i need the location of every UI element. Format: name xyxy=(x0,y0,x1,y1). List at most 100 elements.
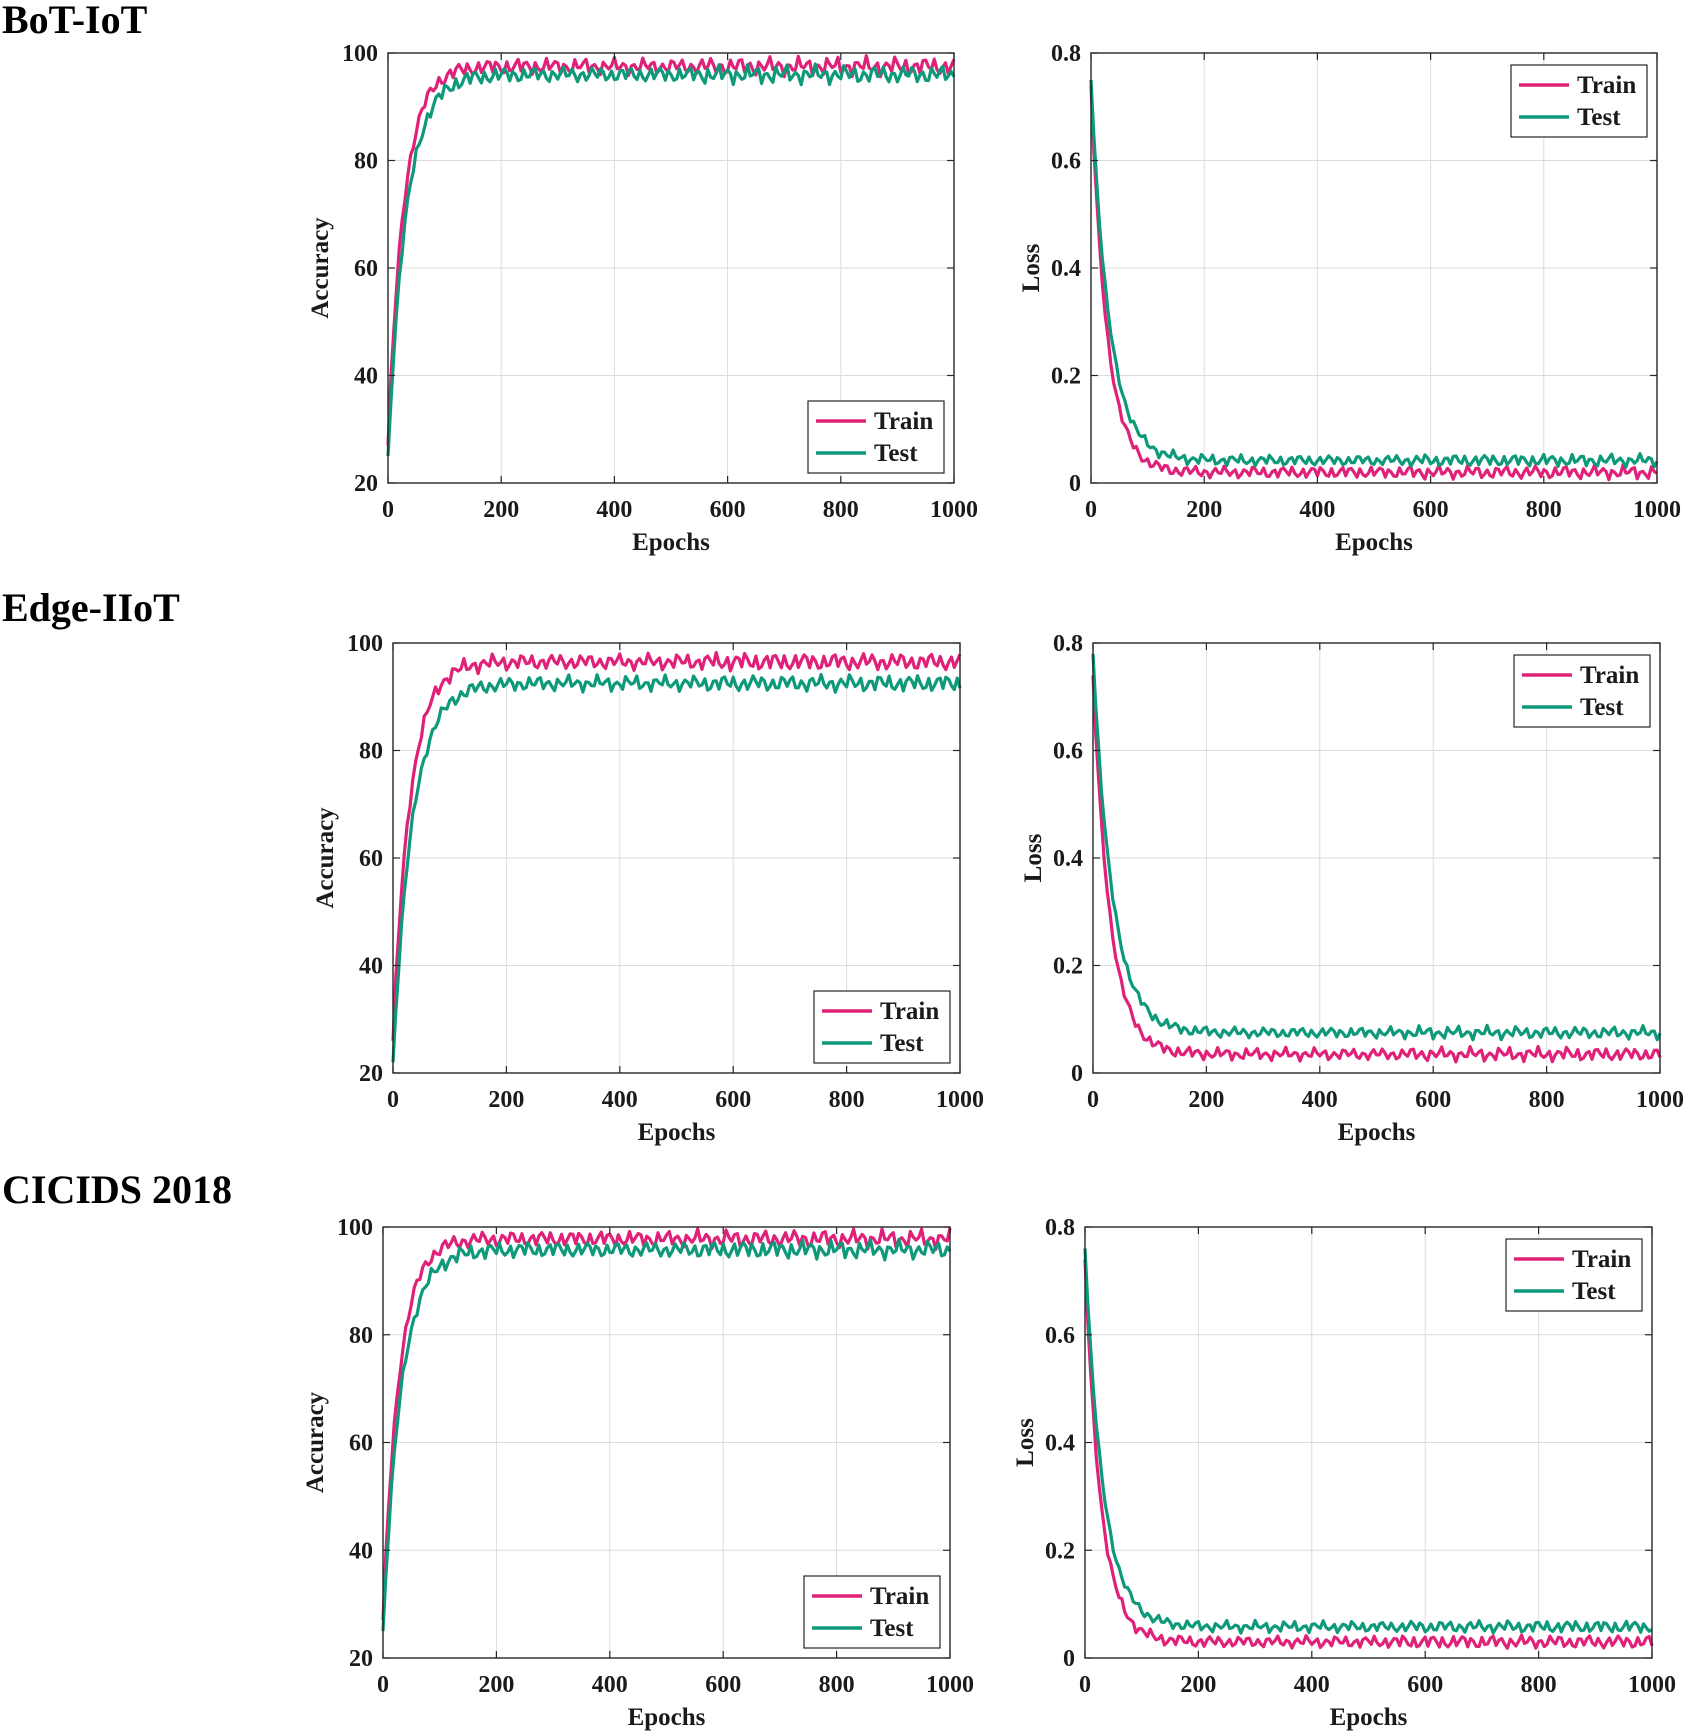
series-line-test xyxy=(1091,653,1662,1042)
legend: Train Test xyxy=(1510,64,1648,138)
x-tick-label: 0 xyxy=(382,497,394,523)
y-tick-label: 100 xyxy=(342,41,378,67)
y-axis-label: Loss xyxy=(1020,833,1047,882)
legend-box xyxy=(803,1575,941,1649)
series-line-test xyxy=(381,1237,952,1632)
legend-label-test: Test xyxy=(870,1615,914,1642)
legend-label-train: Train xyxy=(870,1583,929,1610)
y-tick-label: 0 xyxy=(1071,1061,1083,1087)
legend-label-test: Test xyxy=(1572,1278,1616,1305)
series-line-test xyxy=(391,673,962,1063)
chart-cicids-2018-loss: 0 200 400 600 800 1000 0 0.2 0.4 0.6 0.8 Epochs Loss… xyxy=(1012,1215,1676,1731)
x-tick-label: 200 xyxy=(1180,1672,1216,1698)
x-tick-label: 1000 xyxy=(1633,497,1681,523)
x-tick-label: 600 xyxy=(705,1672,741,1698)
series-line-train xyxy=(1091,675,1662,1064)
legend-box xyxy=(1505,1238,1643,1312)
legend-box xyxy=(1510,64,1648,138)
legend-label-test: Test xyxy=(1580,694,1624,721)
x-tick-label: 800 xyxy=(829,1087,865,1113)
y-tick-label: 0 xyxy=(1063,1646,1075,1672)
y-axis-label: Accuracy xyxy=(302,1391,329,1493)
legend-box xyxy=(813,990,951,1064)
y-tick-label: 80 xyxy=(359,739,383,765)
series-line-train xyxy=(1089,85,1658,482)
y-tick-label: 80 xyxy=(349,1323,373,1349)
legend-label-test: Test xyxy=(880,1030,924,1057)
legend: Train Test xyxy=(803,1575,941,1649)
series-line-train xyxy=(1083,1259,1654,1650)
x-tick-label: 800 xyxy=(1529,1087,1565,1113)
y-tick-label: 40 xyxy=(354,364,378,390)
y-tick-label: 40 xyxy=(349,1538,373,1564)
section-title-cicids-2018: CICIDS 2018 xyxy=(2,1167,233,1212)
chart-edge-iiot-loss: 0 200 400 600 800 1000 0 0.2 0.4 0.6 0.8 Epochs Loss… xyxy=(1020,631,1684,1146)
x-tick-label: 1000 xyxy=(930,497,978,523)
x-tick-label: 200 xyxy=(478,1672,514,1698)
x-axis-label: Epochs xyxy=(628,1704,706,1731)
y-tick-label: 0.6 xyxy=(1053,739,1083,765)
legend-label-train: Train xyxy=(1577,72,1636,99)
x-tick-label: 200 xyxy=(1186,497,1222,523)
y-tick-label: 60 xyxy=(349,1431,373,1457)
x-tick-label: 200 xyxy=(488,1087,524,1113)
series-line-test xyxy=(1089,79,1659,469)
legend-label-train: Train xyxy=(880,998,939,1025)
legend-label-train: Train xyxy=(1580,662,1639,689)
x-tick-label: 0 xyxy=(1085,497,1097,523)
y-tick-label: 20 xyxy=(359,1061,383,1087)
x-tick-label: 400 xyxy=(592,1672,628,1698)
x-tick-label: 600 xyxy=(1415,1087,1451,1113)
series-line-train xyxy=(391,651,962,1041)
legend: Train Test xyxy=(1505,1238,1643,1312)
x-axis-label: Epochs xyxy=(1338,1119,1416,1146)
x-tick-label: 800 xyxy=(819,1672,855,1698)
x-tick-label: 400 xyxy=(1294,1672,1330,1698)
y-tick-label: 40 xyxy=(359,954,383,980)
series-line-test xyxy=(386,62,956,457)
x-tick-label: 1000 xyxy=(1636,1087,1684,1113)
y-tick-label: 0 xyxy=(1069,471,1081,497)
x-tick-label: 600 xyxy=(710,497,746,523)
section-title-edge-iiot: Edge-IIoT xyxy=(2,585,180,630)
series-line-train xyxy=(386,54,956,446)
y-tick-label: 0.2 xyxy=(1053,954,1083,980)
x-tick-label: 400 xyxy=(596,497,632,523)
x-tick-label: 800 xyxy=(1521,1672,1557,1698)
x-tick-label: 400 xyxy=(602,1087,638,1113)
y-axis-label: Loss xyxy=(1012,1418,1039,1467)
x-tick-label: 400 xyxy=(1299,497,1335,523)
y-tick-label: 0.6 xyxy=(1045,1323,1075,1349)
y-tick-label: 0.2 xyxy=(1051,364,1081,390)
series-line-test xyxy=(1083,1248,1653,1635)
x-tick-label: 0 xyxy=(1087,1087,1099,1113)
x-tick-label: 200 xyxy=(483,497,519,523)
legend-box xyxy=(807,400,945,474)
legend-label-train: Train xyxy=(1572,1246,1631,1273)
x-axis-label: Epochs xyxy=(632,529,710,556)
y-tick-label: 20 xyxy=(354,471,378,497)
y-tick-label: 60 xyxy=(359,846,383,872)
y-tick-label: 80 xyxy=(354,149,378,175)
y-tick-label: 0.8 xyxy=(1051,41,1081,67)
x-tick-label: 0 xyxy=(377,1672,389,1698)
y-tick-label: 0.4 xyxy=(1045,1431,1075,1457)
legend-label-test: Test xyxy=(874,440,918,467)
x-tick-label: 0 xyxy=(387,1087,399,1113)
x-axis-label: Epochs xyxy=(1330,1704,1408,1731)
y-tick-label: 100 xyxy=(347,631,383,657)
legend: Train Test xyxy=(1513,654,1651,728)
series-line-train xyxy=(381,1227,952,1621)
y-tick-label: 0.4 xyxy=(1053,846,1083,872)
y-tick-label: 100 xyxy=(337,1215,373,1241)
legend-box xyxy=(1513,654,1651,728)
x-tick-label: 800 xyxy=(823,497,859,523)
chart-edge-iiot-accuracy: 0 200 400 600 800 1000 20 40 60 80 100 Epochs Accura… xyxy=(312,631,984,1146)
x-tick-label: 1000 xyxy=(926,1672,974,1698)
y-tick-label: 0.8 xyxy=(1053,631,1083,657)
x-axis-label: Epochs xyxy=(1335,529,1413,556)
x-tick-label: 200 xyxy=(1188,1087,1224,1113)
y-tick-label: 60 xyxy=(354,256,378,282)
chart-bot-iot-loss: 0 200 400 600 800 1000 0 0.2 0.4 0.6 0.8 Epochs Loss… xyxy=(1018,41,1681,556)
x-tick-label: 1000 xyxy=(936,1087,984,1113)
